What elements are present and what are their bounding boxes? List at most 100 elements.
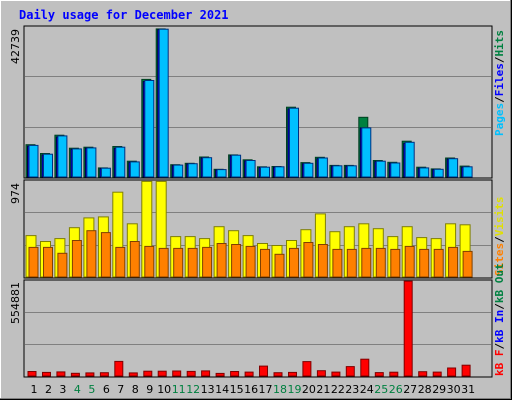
x-tick-label: 30 (447, 383, 461, 396)
kbf-bar (432, 371, 442, 377)
kbf-bar (85, 372, 95, 377)
x-tick-label: 27 (403, 383, 417, 396)
chart-marks: 1 2 3 4 5 6 7 8 9 10 11 12 13 14 15 16 17 18 19 20 21 22 23 24 2… (25, 28, 491, 396)
x-tick-label: 7 (117, 383, 124, 396)
pages-bar (303, 162, 314, 178)
pages-bar (216, 169, 227, 178)
sites-bar (260, 248, 270, 278)
legend-kbf: kB F (493, 350, 506, 377)
pages-bar (361, 127, 372, 178)
legend-visits: Visits (493, 197, 506, 237)
legend-sep-3: / (493, 236, 506, 243)
x-tick-label: 26 (389, 383, 403, 396)
kbf-bar (42, 371, 51, 377)
sites-bar (129, 241, 140, 278)
pages-bar (462, 166, 473, 178)
legend-hits: Hits (493, 30, 506, 57)
sites-bar (71, 240, 82, 278)
kbf-bar (186, 370, 196, 377)
x-tick-label: 1 (31, 383, 38, 396)
sites-bar (216, 243, 227, 278)
kbf-bar (230, 371, 240, 377)
pages-bar (187, 163, 198, 178)
x-tick-label: 28 (418, 383, 432, 396)
sites-bar (158, 247, 169, 278)
pages-bar (202, 157, 213, 178)
kbf-bar (259, 365, 268, 377)
x-tick-label: 19 (288, 383, 302, 396)
kbf-bar (143, 370, 153, 377)
kbytes-panel (23, 279, 493, 378)
x-tick-label: 25 (374, 383, 388, 396)
sites-bar (202, 246, 213, 278)
kbf-bar (331, 371, 341, 377)
kbytes-panel-bg (23, 279, 493, 378)
kbf-bar (215, 372, 225, 377)
x-tick-label: 12 (186, 383, 200, 396)
visits-panel-legend: Sites/Visits (493, 197, 506, 277)
kbf-bar (114, 360, 124, 377)
kbf-bar (273, 372, 283, 377)
pages-bar (390, 162, 401, 178)
sites-bar (361, 247, 372, 278)
chart-title: Daily usage for December 2021 (19, 8, 229, 22)
pages-bar (43, 153, 53, 178)
x-tick-label: 4 (74, 383, 81, 396)
sites-bar (173, 247, 184, 278)
x-tick-label: 18 (273, 383, 287, 396)
sites-bar (317, 244, 328, 278)
pages-bar (129, 161, 140, 178)
sites-bar (115, 246, 126, 278)
legend-sep-2: / (493, 56, 506, 63)
sites-bar (332, 248, 343, 278)
sites-bar (245, 245, 256, 278)
x-tick-label: 22 (331, 383, 345, 396)
pages-bar (433, 168, 444, 178)
pages-bar (115, 146, 126, 178)
sites-bar (448, 246, 459, 278)
kbf-bar (128, 372, 138, 377)
legend-pages: Pages (493, 103, 506, 136)
x-tick-label: 17 (259, 383, 273, 396)
kbf-bar (172, 370, 182, 377)
sites-bar (433, 248, 444, 278)
pages-bar (57, 135, 68, 178)
pages-bar (332, 165, 343, 178)
pages-bar (419, 167, 430, 178)
visits-ymax-label: 974 (9, 183, 22, 204)
kbf-bar (157, 370, 167, 377)
x-tick-label: 5 (88, 383, 95, 396)
x-tick-label: 23 (345, 383, 359, 396)
kbf-bar (403, 280, 413, 377)
pages-bar (71, 148, 82, 178)
legend-sep-4: / (493, 343, 506, 350)
sites-bar (28, 246, 39, 278)
sites-bar (187, 247, 198, 278)
legend-sep-5: / (493, 303, 506, 310)
pages-bar (100, 167, 111, 178)
x-tick-label: 10 (157, 383, 171, 396)
pages-bar (144, 80, 155, 178)
pages-bar (86, 147, 97, 178)
kbf-bar (288, 371, 297, 377)
x-tick-label: 21 (316, 383, 330, 396)
kbf-bar (201, 370, 211, 377)
pages-bar (375, 160, 386, 178)
pages-bar (317, 157, 328, 178)
sites-bar (86, 230, 97, 278)
x-tick-label: 9 (146, 383, 153, 396)
pages-bar (158, 28, 169, 178)
sites-bar (144, 245, 155, 278)
kbf-bar (374, 372, 384, 377)
sites-bar (404, 245, 415, 278)
legend-sites: Sites (493, 243, 506, 276)
sites-bar (419, 248, 430, 278)
kbf-bar (316, 370, 326, 377)
x-tick-label: 20 (302, 383, 316, 396)
kbf-bar (345, 366, 355, 377)
x-tick-label: 31 (461, 383, 475, 396)
pages-bar (260, 166, 270, 178)
kbf-bar (302, 361, 312, 377)
sites-bar (375, 247, 386, 278)
